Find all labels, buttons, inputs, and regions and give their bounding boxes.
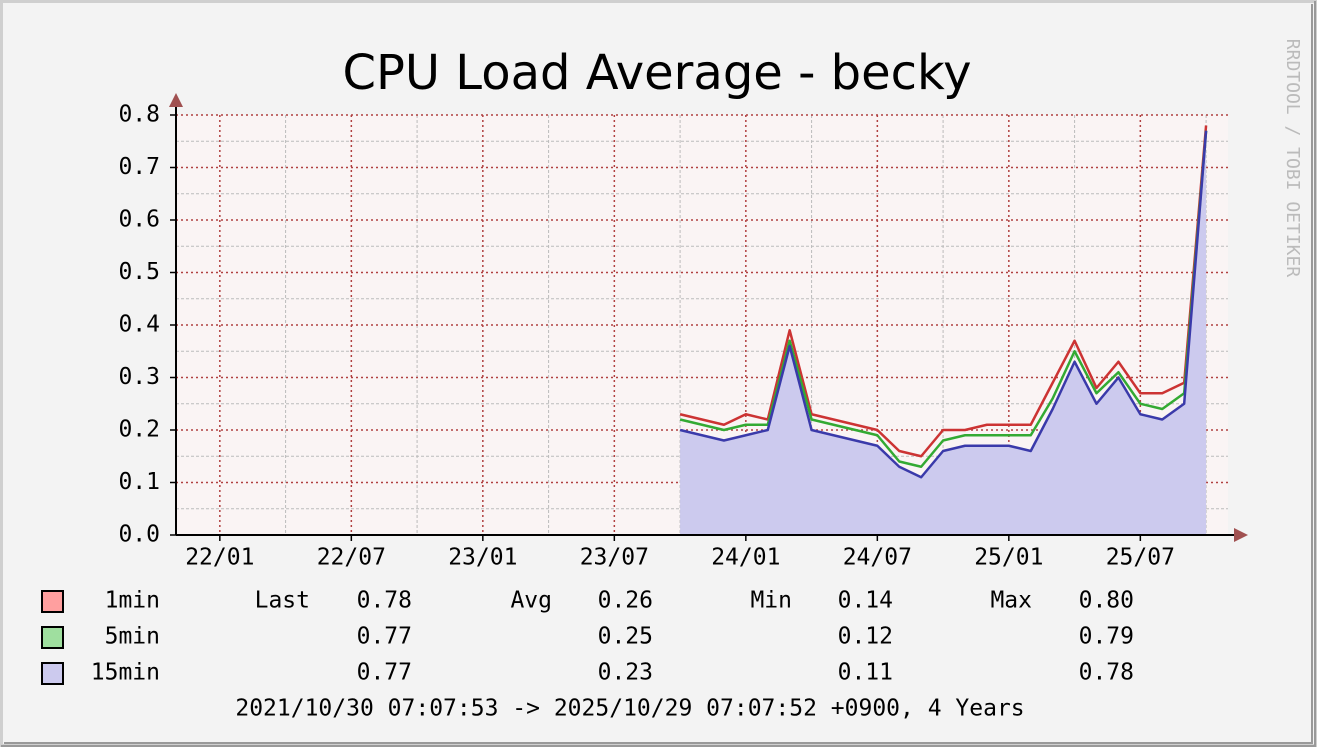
y-tick-label: 0.1 xyxy=(118,469,160,495)
legend-label: 15min xyxy=(91,660,160,686)
line xyxy=(679,130,1208,468)
line xyxy=(679,125,1208,458)
legend-swatch xyxy=(41,626,64,649)
stat-label: Last xyxy=(255,588,310,614)
y-tick-label: 0.8 xyxy=(118,102,160,128)
y-tick-label: 0.0 xyxy=(118,522,160,548)
y-tick-label: 0.7 xyxy=(118,154,160,180)
legend-swatch xyxy=(41,662,64,685)
legend-stat: 0.14 xyxy=(838,588,893,614)
x-tick-label: 25/07 xyxy=(1106,545,1175,571)
legend-stat: 0.80 xyxy=(1079,588,1134,614)
x-tick-label: 25/01 xyxy=(974,545,1043,571)
y-tick-label: 0.5 xyxy=(118,259,160,285)
legend-stat: 0.23 xyxy=(598,660,653,686)
legend-stat: 0.12 xyxy=(838,624,893,650)
legend-stat: 0.78 xyxy=(1079,660,1134,686)
stat-label: Min xyxy=(750,588,792,614)
y-tick-label: 0.4 xyxy=(118,312,160,338)
stat-label: Avg xyxy=(510,588,552,614)
legend-swatch xyxy=(41,590,64,613)
line xyxy=(679,130,1208,479)
legend-stat: 0.11 xyxy=(838,660,893,686)
x-tick-label: 23/01 xyxy=(448,545,517,571)
area xyxy=(680,130,1207,535)
x-tick-label: 23/07 xyxy=(580,545,649,571)
watermark: RRDTOOL / TOBI OETIKER xyxy=(1282,39,1303,278)
chart-title: CPU Load Average - becky xyxy=(342,45,971,101)
legend-stat: 0.77 xyxy=(357,624,412,650)
legend-label: 5min xyxy=(105,624,160,650)
x-axis-arrow xyxy=(1234,528,1248,542)
stat-label: Max xyxy=(990,588,1032,614)
legend-stat: 0.26 xyxy=(598,588,653,614)
x-tick-label: 22/01 xyxy=(185,545,254,571)
legend-stat: 0.77 xyxy=(357,660,412,686)
legend-stat: 0.78 xyxy=(357,588,412,614)
y-tick-label: 0.6 xyxy=(118,207,160,233)
x-tick-label: 24/07 xyxy=(843,545,912,571)
legend-stat: 0.79 xyxy=(1079,624,1134,650)
y-tick-label: 0.3 xyxy=(118,364,160,390)
legend-label: 1min xyxy=(105,588,160,614)
y-axis-arrow xyxy=(169,93,183,107)
x-tick-label: 24/01 xyxy=(711,545,780,571)
legend-stat: 0.25 xyxy=(598,624,653,650)
x-tick-label: 22/07 xyxy=(317,545,386,571)
footer: 2021/10/30 07:07:53 -> 2025/10/29 07:07:… xyxy=(235,696,1024,722)
y-tick-label: 0.2 xyxy=(118,417,160,443)
